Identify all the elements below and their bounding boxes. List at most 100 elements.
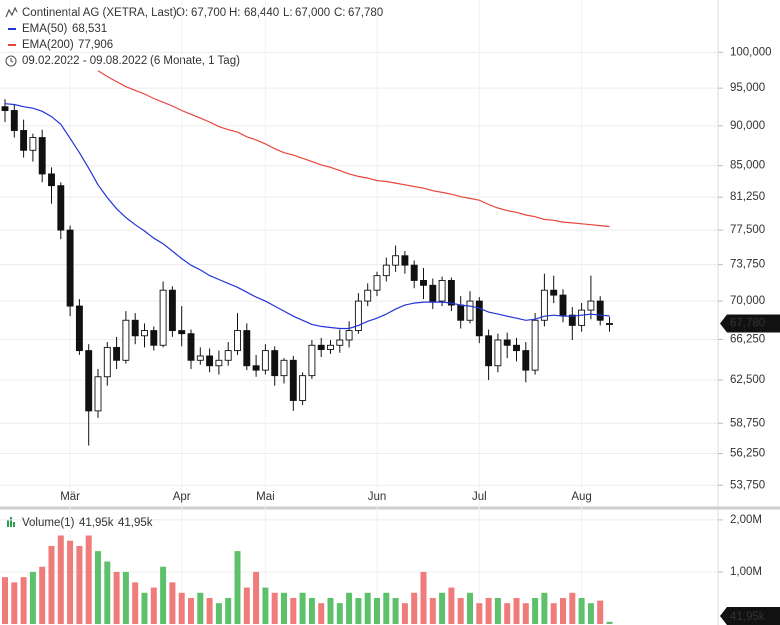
volume-bar <box>11 582 18 624</box>
candle-body <box>401 255 409 266</box>
volume-bar <box>560 597 566 624</box>
volume-bar <box>169 582 176 624</box>
y-tick-label: 77,500 <box>730 224 765 236</box>
legend-label: EMA(200) <box>22 39 74 51</box>
volume-bar <box>290 597 297 624</box>
x-tick-label: Jul <box>472 491 487 503</box>
candle-body <box>10 110 18 131</box>
candle-body <box>224 350 232 361</box>
volume-bar <box>122 571 129 624</box>
ohlc-label: L: <box>283 7 293 19</box>
candle-body <box>141 330 148 337</box>
y-tick-label: 70,000 <box>730 295 765 307</box>
volume-bar <box>392 597 399 624</box>
volume-bar <box>318 603 325 624</box>
candle-body <box>159 289 167 346</box>
volume-bar <box>262 587 269 624</box>
candle-body <box>429 284 437 302</box>
volume-bar <box>85 535 92 624</box>
volume-bar <box>243 587 250 624</box>
volume-bar <box>522 603 529 624</box>
volume-bar <box>383 592 390 624</box>
volume-marker <box>720 607 780 625</box>
volume-bar <box>532 597 539 624</box>
candle-body <box>364 289 372 302</box>
candle-body <box>168 289 176 332</box>
volume-bar <box>541 592 548 624</box>
candle-body <box>531 319 539 371</box>
volume-bar <box>513 597 520 624</box>
volume-bar <box>587 603 594 624</box>
candle-body <box>196 355 204 361</box>
candle-body <box>550 289 558 296</box>
candle-body <box>382 264 390 277</box>
volume-bar <box>206 597 213 624</box>
volume-bar <box>401 603 408 624</box>
volume-bar <box>67 540 74 624</box>
candle-body <box>568 314 576 326</box>
candle-body <box>178 330 186 335</box>
candle-body <box>94 376 102 412</box>
volume-bar <box>439 592 446 624</box>
y-tick-label: 66,250 <box>730 333 765 345</box>
volume-bar <box>346 592 353 624</box>
legend-value: 77,906 <box>78 39 113 51</box>
ohlc-value: 67,700 <box>191 7 226 19</box>
ohlc-label: C: <box>334 7 346 19</box>
volume-bar <box>39 566 46 624</box>
ema-line <box>4 103 610 330</box>
candle-body <box>308 344 316 377</box>
candle-body <box>559 294 567 316</box>
x-tick-label: Aug <box>571 491 591 503</box>
candle-body <box>466 300 474 321</box>
volume-icon <box>7 517 15 527</box>
grid <box>0 0 718 625</box>
x-tick-label: Mai <box>256 491 275 503</box>
candle-body <box>327 344 334 350</box>
y-tick-label: 53,750 <box>730 479 765 491</box>
chart-title: Continental AG (XETRA, Last) <box>22 7 177 19</box>
candle-body <box>122 319 130 361</box>
candle-body <box>75 305 83 352</box>
volume-bar <box>467 592 473 624</box>
y-tick-label: 2,00M <box>730 514 762 526</box>
legend-value: 68,531 <box>72 23 107 35</box>
candle-body <box>336 339 344 346</box>
candle-body <box>354 300 362 332</box>
volume-bar <box>253 571 260 624</box>
candle-body <box>289 359 297 401</box>
x-tick-label: Apr <box>173 491 191 503</box>
axis-background <box>718 0 780 625</box>
ohlc-value: 67,000 <box>295 7 330 19</box>
candle-body <box>48 173 55 187</box>
volume-bar <box>132 582 139 624</box>
volume-marker-label: 41,95k <box>730 611 765 623</box>
volume-bar <box>225 597 232 624</box>
volume-bar <box>485 597 492 624</box>
candle-body <box>215 359 223 367</box>
ohlc-value: 68,440 <box>244 7 279 19</box>
y-tick-label: 56,250 <box>730 448 765 460</box>
volume-bar <box>411 592 418 624</box>
volume-bar <box>420 571 427 624</box>
volume-bar <box>178 592 185 624</box>
volume-bar <box>95 551 101 624</box>
candle-body <box>392 255 400 266</box>
candle-body <box>317 344 325 350</box>
x-tick-label: Jun <box>368 491 387 503</box>
candle-body <box>29 137 37 151</box>
candle-body <box>299 375 307 401</box>
volume-bar <box>113 571 120 624</box>
candle-body <box>494 339 502 367</box>
candle-body <box>243 330 251 367</box>
volume-bar <box>606 621 613 624</box>
candle-body <box>234 330 241 352</box>
volume-bar <box>281 592 287 624</box>
y-tick-label: 58,750 <box>730 417 765 429</box>
volume-bar <box>448 587 455 624</box>
chart-icon <box>5 6 18 18</box>
price-marker <box>720 314 780 333</box>
price-marker-label: 67,780 <box>730 318 765 330</box>
volume-bar <box>336 603 343 624</box>
